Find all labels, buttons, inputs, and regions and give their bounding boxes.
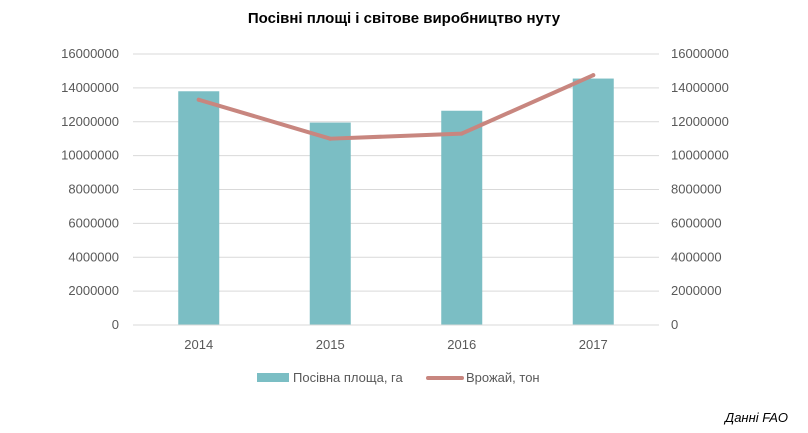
y-tick-label-left: 6000000 — [68, 215, 119, 230]
y-tick-label-right: 4000000 — [671, 249, 722, 264]
line-point — [459, 131, 464, 136]
gridlines — [133, 53, 659, 292]
x-tick-label: 2015 — [316, 337, 345, 352]
y-tick-label-right: 14000000 — [671, 80, 729, 95]
line-point — [328, 136, 333, 141]
series-line — [196, 73, 596, 141]
y-tick-label-right: 8000000 — [671, 182, 722, 197]
y-tick-label-right: 0 — [671, 317, 678, 332]
line-series — [196, 73, 596, 141]
y-tick-label-left: 14000000 — [61, 80, 119, 95]
y-tick-label-right: 16000000 — [671, 46, 729, 61]
x-tick-label: 2017 — [579, 337, 608, 352]
source-note: Данні FAO — [725, 410, 788, 425]
y-axis-right: 0 2000000 4000000 6000000 8000000 10000000 120… — [671, 46, 729, 332]
bar — [309, 122, 351, 325]
legend-swatch-bar — [257, 373, 289, 382]
y-tick-label-right: 6000000 — [671, 215, 722, 230]
x-tick-label: 2014 — [184, 337, 213, 352]
line-point — [196, 97, 201, 102]
legend-label-bar: Посівна площа, га — [293, 370, 403, 385]
x-axis: 2014 2015 2016 2017 — [184, 337, 607, 352]
bar — [572, 78, 614, 325]
y-tick-label-left: 8000000 — [68, 182, 119, 197]
y-tick-label-left: 2000000 — [68, 283, 119, 298]
y-tick-label-left: 10000000 — [61, 148, 119, 163]
y-tick-label-left: 16000000 — [61, 46, 119, 61]
bar — [178, 91, 220, 325]
y-tick-label-right: 12000000 — [671, 114, 729, 129]
line-point — [591, 73, 596, 78]
y-tick-label-left: 12000000 — [61, 114, 119, 129]
x-tick-label: 2016 — [447, 337, 476, 352]
legend-label-line: Врожай, тон — [466, 370, 540, 385]
bar-series — [178, 78, 614, 325]
y-tick-label-left: 4000000 — [68, 249, 119, 264]
chart-title: Посівні площі і світове виробництво нуту — [248, 10, 561, 27]
y-tick-label-left: 0 — [112, 317, 119, 332]
bar — [441, 110, 483, 325]
y-tick-label-right: 2000000 — [671, 283, 722, 298]
y-axis-left: 0 2000000 4000000 6000000 8000000 10000000 120… — [61, 46, 119, 332]
y-tick-label-right: 10000000 — [671, 148, 729, 163]
legend: Посівна площа, га Врожай, тон — [257, 370, 540, 385]
